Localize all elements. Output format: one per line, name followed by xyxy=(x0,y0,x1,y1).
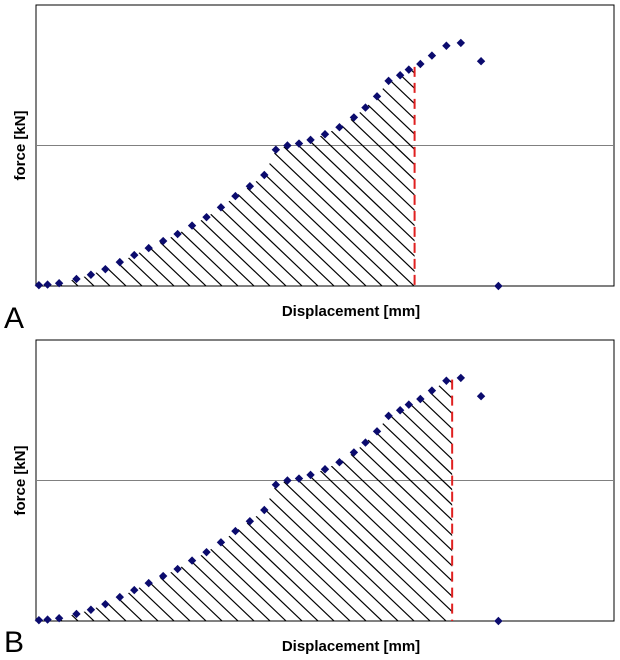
hatch-line xyxy=(390,379,453,621)
data-point xyxy=(231,191,240,201)
hatch-line xyxy=(615,5,620,286)
data-point xyxy=(476,392,486,401)
data-point xyxy=(173,229,182,239)
data-point xyxy=(245,182,255,191)
data-point xyxy=(54,613,64,623)
hatch-line xyxy=(262,66,415,286)
panel-label-a: A xyxy=(4,302,24,335)
data-point xyxy=(72,274,81,284)
data-point xyxy=(442,41,451,50)
data-point xyxy=(43,280,52,289)
data-point xyxy=(294,139,304,148)
data-point xyxy=(349,113,359,122)
data-point xyxy=(361,103,370,112)
hatch-line xyxy=(230,66,415,286)
data-point xyxy=(72,609,81,619)
data-point xyxy=(101,599,110,609)
data-point xyxy=(395,406,405,415)
data-point xyxy=(144,243,153,253)
data-point xyxy=(349,448,359,457)
x-axis-title-b: Displacement [mm] xyxy=(282,638,420,655)
data-point xyxy=(372,427,382,436)
data-point xyxy=(202,547,211,557)
data-point xyxy=(384,76,393,86)
data-point xyxy=(158,236,168,246)
panel-b: force [kN] Displacement [mm] B xyxy=(4,339,620,659)
data-point xyxy=(187,221,197,230)
data-point xyxy=(395,71,405,80)
data-point xyxy=(404,400,414,409)
data-point xyxy=(306,470,315,480)
data-point xyxy=(86,270,96,279)
data-point xyxy=(427,386,437,395)
data-point xyxy=(144,578,153,588)
data-point xyxy=(283,476,292,485)
data-point xyxy=(115,592,125,602)
data-point xyxy=(494,281,503,291)
data-point xyxy=(271,480,281,489)
hatch-line xyxy=(615,340,620,621)
data-point xyxy=(54,278,64,288)
data-point xyxy=(34,280,44,290)
data-point xyxy=(260,505,269,515)
data-point xyxy=(158,571,168,581)
hatch-line xyxy=(214,66,415,286)
data-point xyxy=(86,605,96,614)
data-point xyxy=(335,458,344,467)
data-point xyxy=(43,615,52,624)
data-point xyxy=(361,438,370,447)
data-point xyxy=(245,517,255,526)
data-point xyxy=(416,59,425,69)
data-point xyxy=(494,616,503,626)
data-point xyxy=(306,135,315,145)
data-point xyxy=(260,170,269,180)
data-point xyxy=(320,130,330,139)
data-point xyxy=(187,556,197,565)
data-point xyxy=(384,411,393,421)
x-axis-title-a: Displacement [mm] xyxy=(282,303,420,320)
data-points-a xyxy=(34,38,503,291)
hatch-line xyxy=(198,66,415,286)
data-point xyxy=(34,615,44,625)
data-point xyxy=(372,92,382,101)
y-axis-title-a: force [kN] xyxy=(12,110,29,180)
data-points-b xyxy=(34,373,503,626)
data-point xyxy=(271,145,281,154)
data-point xyxy=(216,203,226,212)
hatch-line xyxy=(182,66,415,286)
data-point xyxy=(456,373,466,383)
data-point xyxy=(231,526,240,536)
data-point xyxy=(404,65,414,74)
data-point xyxy=(130,585,139,595)
data-point xyxy=(202,212,211,222)
data-point xyxy=(283,141,292,150)
y-axis-title-b: force [kN] xyxy=(12,445,29,515)
data-point xyxy=(130,250,139,260)
data-point xyxy=(456,38,466,48)
data-point xyxy=(320,465,330,474)
data-point xyxy=(173,564,182,574)
data-point xyxy=(335,123,344,132)
panel-label-b: B xyxy=(4,626,24,659)
data-point xyxy=(216,538,226,547)
data-point xyxy=(427,51,437,60)
data-point xyxy=(294,474,304,483)
data-point xyxy=(442,376,451,385)
data-point xyxy=(101,264,110,274)
panel-a: force [kN] Displacement [mm] A xyxy=(4,4,620,335)
hatch-line xyxy=(166,66,415,286)
data-point xyxy=(476,57,486,66)
data-point xyxy=(416,394,425,404)
data-point xyxy=(115,257,125,267)
hatch-line xyxy=(246,66,415,286)
